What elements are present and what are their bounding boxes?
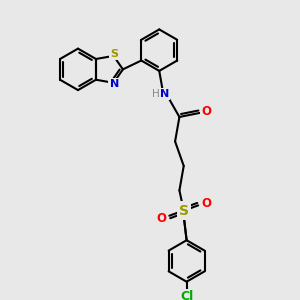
Text: N: N bbox=[110, 79, 119, 89]
Text: Cl: Cl bbox=[180, 290, 193, 300]
Text: S: S bbox=[179, 204, 189, 218]
Text: O: O bbox=[202, 196, 212, 210]
Text: S: S bbox=[110, 49, 118, 59]
Text: O: O bbox=[156, 212, 166, 225]
Text: N: N bbox=[160, 89, 169, 99]
Text: H: H bbox=[152, 89, 159, 99]
Text: O: O bbox=[201, 105, 211, 118]
